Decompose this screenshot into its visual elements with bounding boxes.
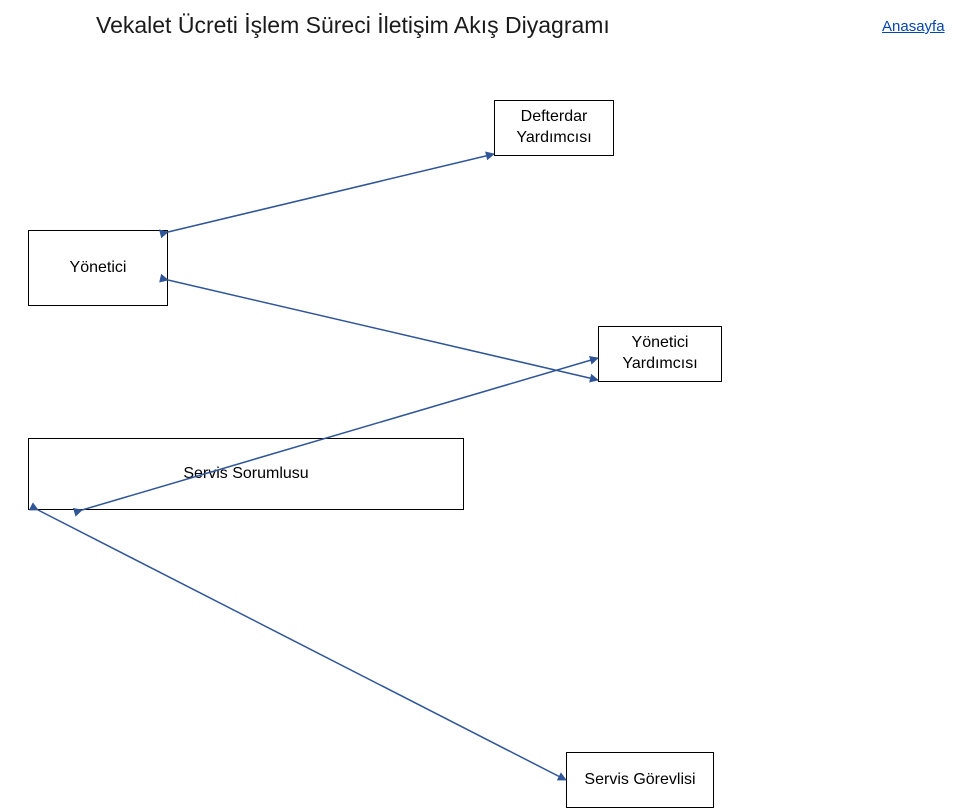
node-defterdar-yardimcisi: Defterdar Yardımcısı <box>494 100 614 156</box>
node-yonetici-yardimcisi: Yönetici Yardımcısı <box>598 326 722 382</box>
node-label: Defterdar <box>521 108 588 125</box>
node-yonetici: Yönetici <box>28 230 168 306</box>
node-label: Yönetici <box>632 334 689 351</box>
node-label: Yönetici <box>70 259 127 276</box>
flow-edges <box>0 0 960 812</box>
node-servis-sorumlusu: Servis Sorumlusu <box>28 438 464 510</box>
flow-edge <box>168 280 598 380</box>
node-servis-gorevlisi: Servis Görevlisi <box>566 752 714 808</box>
flow-edge <box>168 154 494 232</box>
node-label: Servis Sorumlusu <box>183 465 308 482</box>
node-label: Yardımcısı <box>516 129 591 146</box>
node-label: Yardımcısı <box>622 355 697 372</box>
homepage-link[interactable]: Anasayfa <box>882 18 945 35</box>
node-label: Servis Görevlisi <box>584 771 695 788</box>
flow-edge <box>38 510 566 780</box>
page-title: Vekalet Ücreti İşlem Süreci İletişim Akı… <box>96 12 610 39</box>
